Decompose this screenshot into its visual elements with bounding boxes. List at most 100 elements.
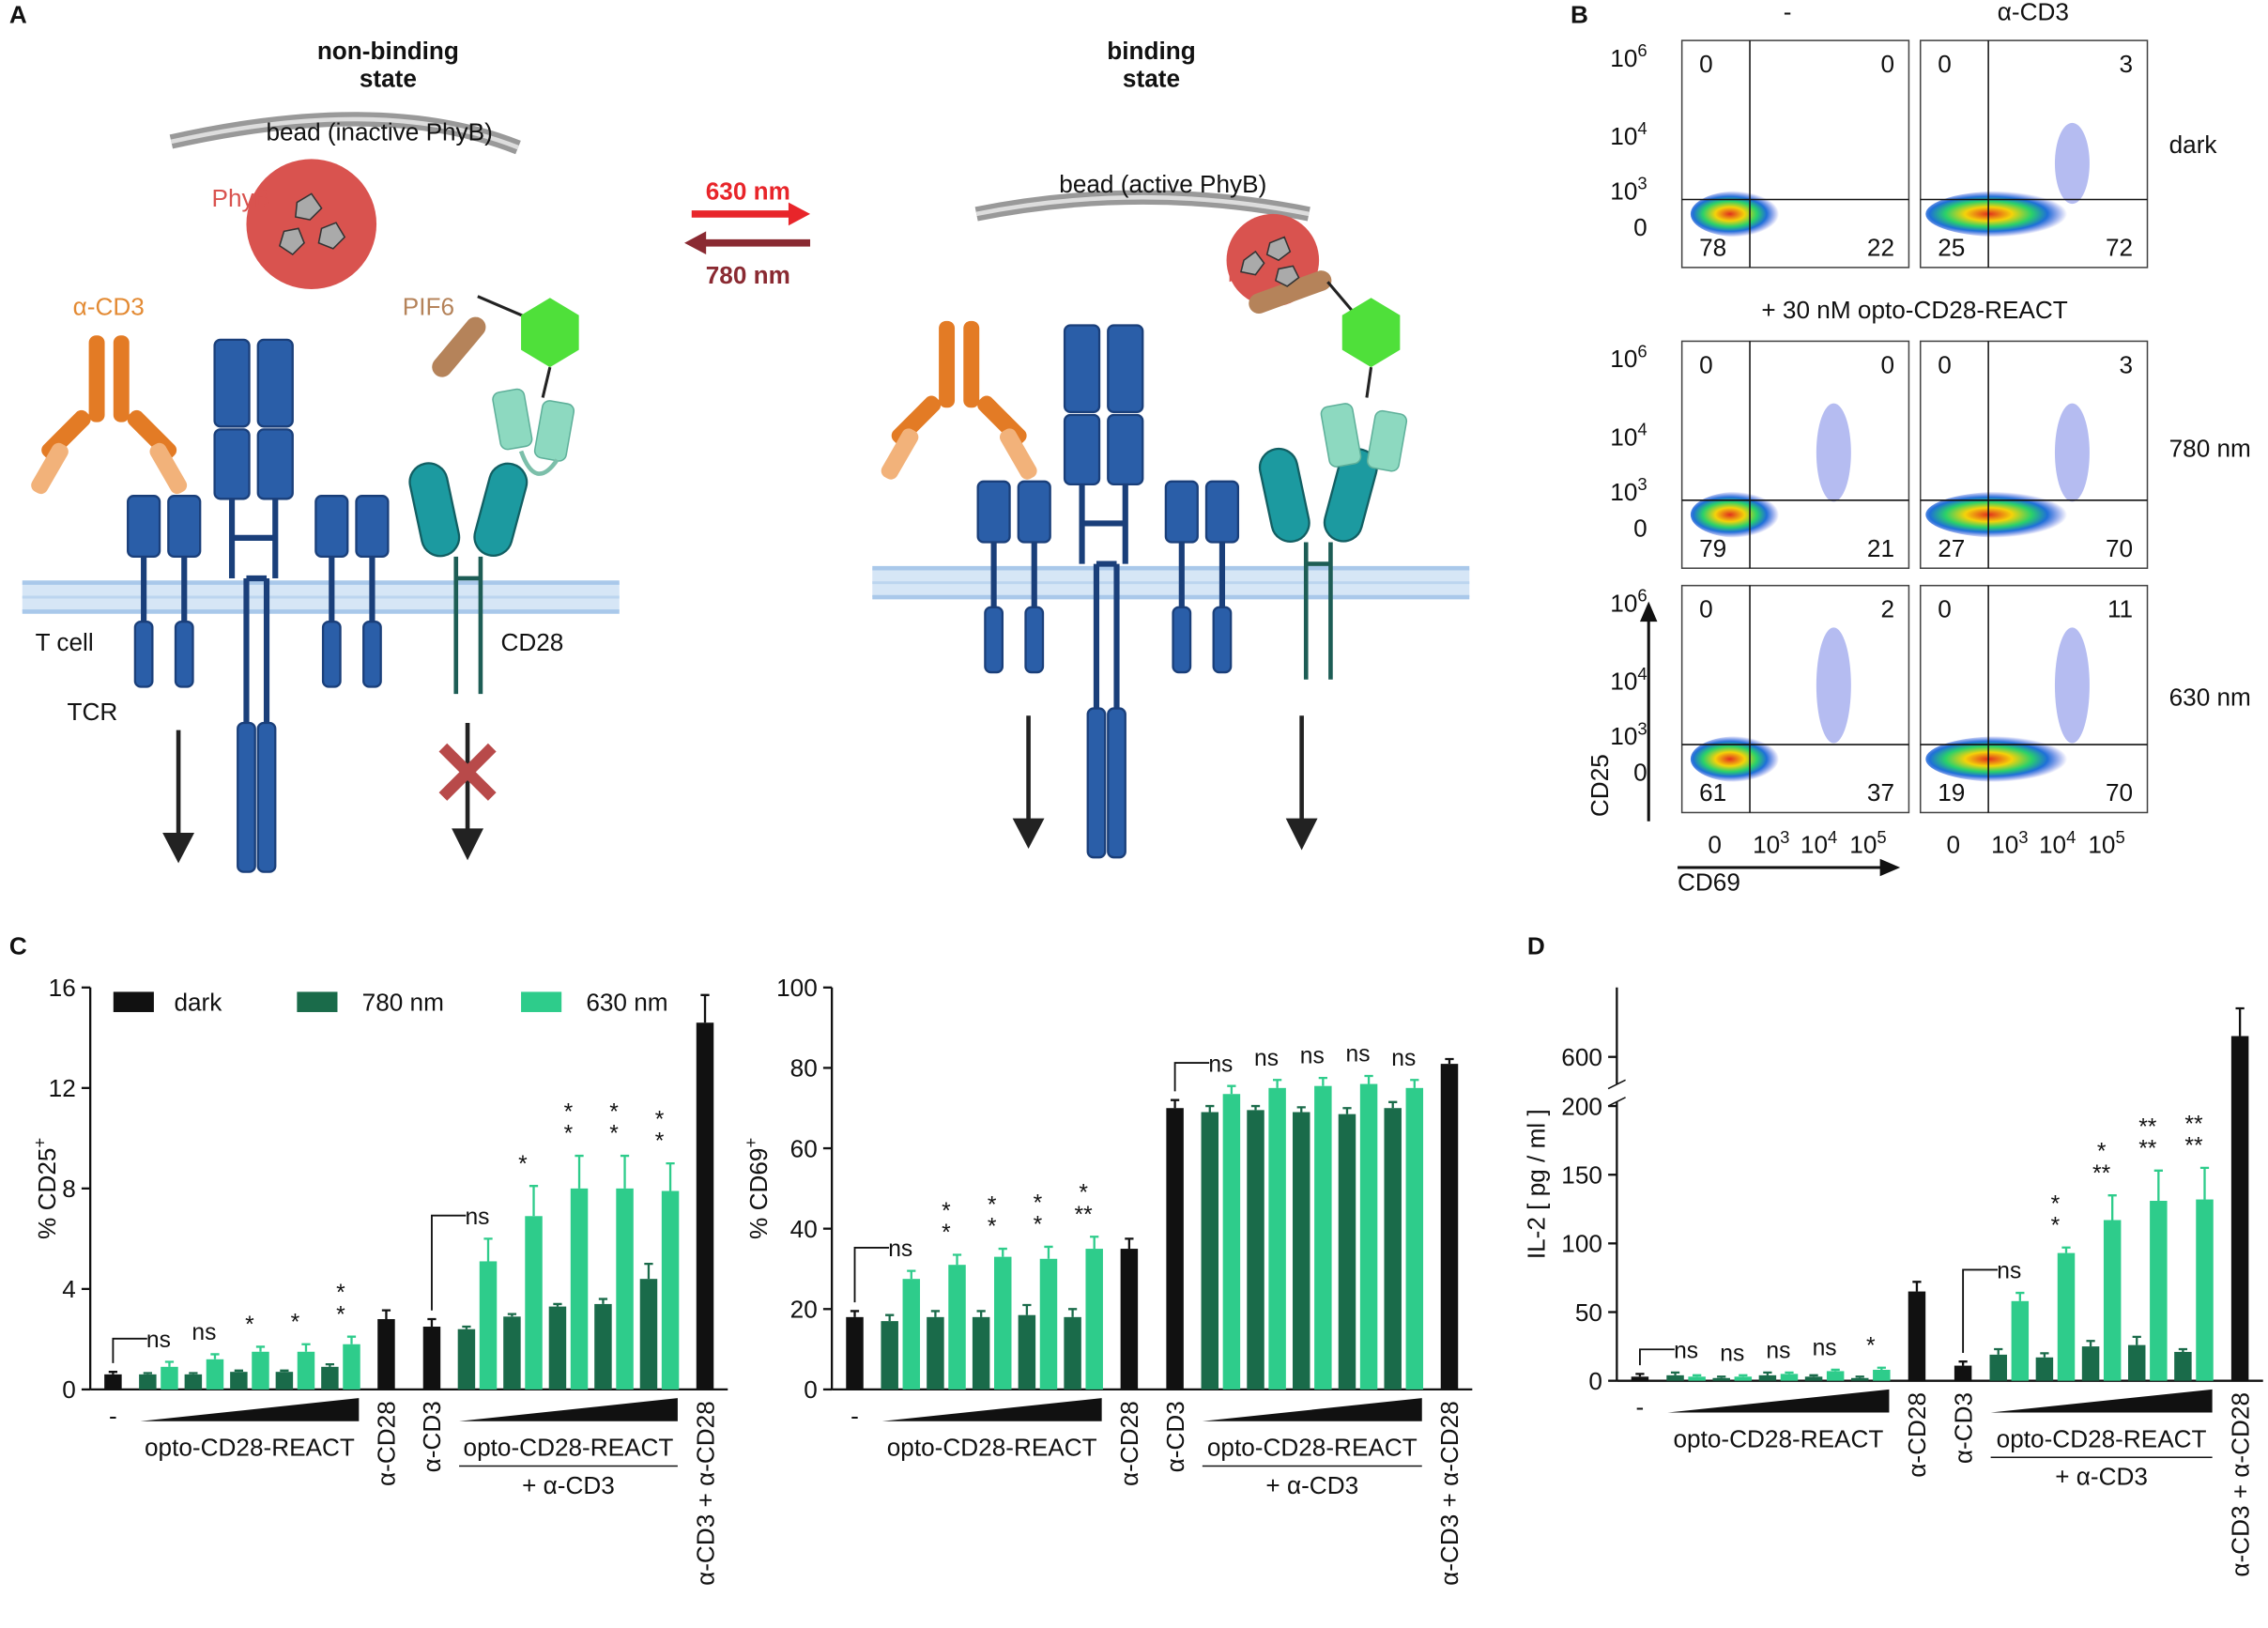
bar — [594, 1303, 612, 1390]
error-bar — [644, 1262, 653, 1280]
error-bar — [2235, 1006, 2245, 1037]
bar — [422, 1327, 441, 1390]
x-tick-label: 103 — [1753, 827, 1789, 859]
bar — [139, 1374, 157, 1390]
bar — [948, 1265, 966, 1390]
error-bar — [462, 1325, 471, 1329]
significance: * — [564, 1122, 574, 1147]
bar — [377, 1318, 395, 1390]
panel-label: D — [1527, 931, 1545, 960]
bar — [1247, 1110, 1264, 1390]
cell-cloud — [1816, 627, 1851, 744]
axis-label: CD69 — [1678, 868, 1740, 897]
acd3-label: α-CD3 — [73, 293, 145, 321]
quadrant-value: 0 — [1699, 595, 1713, 623]
significance: ns — [1997, 1259, 2021, 1284]
light-label: 630 nm — [706, 177, 790, 206]
quadrant-value: 0 — [1938, 50, 1952, 78]
tcr-label: TCR — [68, 698, 118, 726]
bar — [1712, 1377, 1730, 1381]
quadrant-value: 0 — [1699, 350, 1713, 378]
y-tick-label: 60 — [790, 1134, 818, 1162]
x-tick-label: α-CD3 + α-CD28 — [1435, 1401, 1463, 1586]
row-label: 780 nm — [2169, 435, 2251, 463]
x-tick-label-sup: 4 — [2066, 827, 2076, 847]
error-bar — [234, 1369, 243, 1373]
error-bar — [1022, 1303, 1032, 1315]
bar — [994, 1256, 1012, 1390]
significance: ns — [465, 1205, 489, 1230]
bar — [525, 1216, 543, 1390]
y-tick-label-base: 10 — [1610, 589, 1637, 617]
significance: * — [1034, 1213, 1043, 1238]
significance: * — [1866, 1333, 1876, 1359]
bar — [1440, 1064, 1459, 1390]
bar — [2230, 1036, 2249, 1381]
significance: ns — [1300, 1044, 1325, 1069]
y-tick-label: 103 — [1610, 474, 1647, 506]
bar — [1384, 1108, 1402, 1390]
error-bar — [1635, 1373, 1645, 1377]
bar — [297, 1351, 315, 1390]
bar — [1338, 1113, 1356, 1390]
error-bar — [427, 1317, 437, 1328]
quadrant-value: 78 — [1699, 234, 1726, 262]
error-bar — [1958, 1360, 1968, 1366]
error-bar — [1739, 1374, 1748, 1377]
y-tick-label: 200 — [1561, 1092, 1602, 1120]
y-tick-label: 100 — [1561, 1230, 1602, 1258]
y-tick-label: 104 — [1610, 118, 1647, 150]
bar — [1688, 1376, 1706, 1381]
bar — [1064, 1316, 1081, 1390]
cell-cloud — [2054, 403, 2090, 502]
x-tick-label: 104 — [2039, 827, 2076, 859]
bar — [1804, 1376, 1823, 1381]
flow-plot — [1680, 340, 1910, 569]
bar — [1666, 1375, 1684, 1381]
significance: ns — [1208, 1052, 1233, 1077]
bar — [1314, 1085, 1332, 1390]
significance: * — [1079, 1181, 1088, 1206]
error-bar — [1296, 1106, 1306, 1113]
bar — [1120, 1249, 1139, 1390]
x-tick-label-base: 10 — [1753, 831, 1780, 859]
axis-label: CD25 — [1586, 754, 1614, 817]
bar — [184, 1374, 203, 1390]
y-axis-label: % CD69+ — [741, 1138, 773, 1239]
significance: * — [609, 1122, 619, 1147]
x-tick-label: 0 — [1708, 831, 1722, 859]
error-bar — [1693, 1374, 1702, 1377]
error-bar — [1445, 1057, 1454, 1065]
state-label: state — [360, 64, 417, 92]
error-bar — [907, 1269, 916, 1280]
y-tick-label-sup: 4 — [1637, 118, 1647, 138]
y-tick-label: 103 — [1610, 718, 1647, 750]
x-tick-label: - — [1636, 1393, 1645, 1421]
significance: ** — [2092, 1161, 2111, 1187]
legend-label: 630 nm — [586, 988, 667, 1016]
bar — [2150, 1201, 2168, 1381]
bracket — [431, 1214, 467, 1311]
y-tick-label-base: 10 — [1610, 722, 1637, 750]
significance: * — [942, 1221, 951, 1246]
y-tick-label-base: 0 — [1633, 213, 1647, 241]
error-bar — [1342, 1107, 1352, 1114]
legend-swatch — [521, 991, 562, 1012]
x-tick-label: α-CD3 — [1949, 1392, 1977, 1464]
error-bar — [381, 1309, 391, 1319]
quadrant-value: 22 — [1867, 234, 1894, 262]
bar — [1018, 1314, 1036, 1390]
bracket — [112, 1337, 147, 1363]
bar — [1758, 1375, 1777, 1381]
concentration-wedge — [1667, 1389, 1890, 1413]
error-bar — [1763, 1371, 1772, 1375]
x-tick-label: α-CD3 + α-CD28 — [2226, 1392, 2254, 1577]
significance: ns — [1391, 1046, 1416, 1071]
error-bar — [1250, 1104, 1261, 1111]
error-bar — [998, 1247, 1007, 1257]
quadrant-value: 79 — [1699, 534, 1726, 562]
bracket — [853, 1247, 890, 1303]
cell-cloud — [2054, 122, 2090, 205]
cell-cloud — [1925, 191, 2083, 238]
bar — [1359, 1083, 1378, 1390]
